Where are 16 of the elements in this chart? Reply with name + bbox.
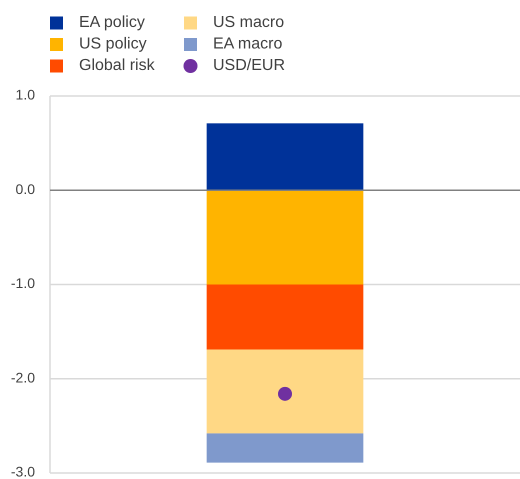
legend-label: US macro xyxy=(213,14,284,32)
y-tick-label: -1.0 xyxy=(10,275,36,292)
y-tick-label: 0.0 xyxy=(16,180,36,197)
legend-label: Global risk xyxy=(79,57,156,74)
legend-label: USD/EUR xyxy=(213,57,286,74)
bar xyxy=(206,350,364,434)
bar xyxy=(206,190,364,284)
bar xyxy=(206,284,364,350)
legend-label: EA policy xyxy=(79,14,145,32)
legend-label: EA macro xyxy=(213,36,282,53)
legend-label: US policy xyxy=(79,36,147,53)
y-tick-label: -3.0 xyxy=(10,464,36,479)
bar xyxy=(206,123,364,190)
bar xyxy=(206,433,364,463)
y-tick-label: -2.0 xyxy=(10,369,36,386)
y-tick-label: 1.0 xyxy=(16,86,36,103)
